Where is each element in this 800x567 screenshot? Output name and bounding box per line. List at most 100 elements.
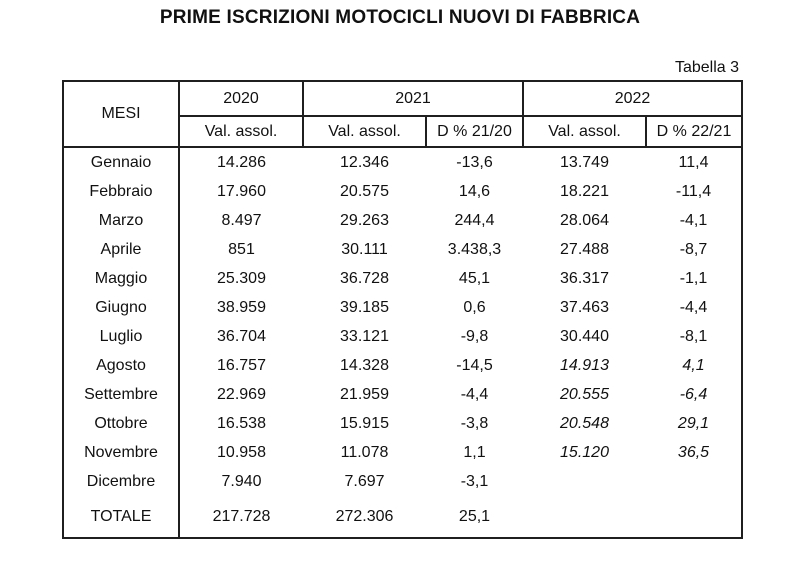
page-title: PRIME ISCRIZIONI MOTOCICLI NUOVI DI FABB… (159, 7, 641, 28)
cell-month: Gennaio (63, 147, 180, 177)
header-2022-val-assol: Val. assol. (522, 116, 646, 148)
cell-2021-delta: -9,8 (460, 327, 489, 345)
cell-2022-val: 30.440 (560, 327, 609, 345)
cell-2021-val: 7.697 (344, 472, 385, 490)
table-container: Tabella 3 MESI 2020 2021 2022 Val. assol… (62, 57, 743, 539)
header-row-measures: Val. assol. Val. assol. D % 21/20 Val. a… (63, 116, 742, 148)
cell-2020-val: 16.538 (217, 414, 266, 432)
cell-month: Novembre (63, 438, 180, 467)
cell-2021-delta: -3,8 (460, 414, 489, 432)
table-row: Febbraio 17.960 20.575 14,6 18.221 -11,4 (63, 177, 742, 206)
cell-2022-delta: -8,1 (679, 327, 708, 345)
cell-total-2022 (523, 496, 646, 538)
header-2022-delta: D % 22/21 (645, 116, 742, 148)
header-row-years: MESI 2020 2021 2022 (63, 81, 742, 148)
header-2021-delta: D % 21/20 (425, 116, 523, 148)
cell-2022-delta: -1,1 (679, 269, 708, 287)
cell-month: Dicembre (63, 467, 180, 496)
cell-2022-delta: -11,4 (675, 182, 712, 200)
cell-month: Luglio (63, 322, 180, 351)
table-row: Aprile 851 30.111 3.438,3 27.488 -8,7 (63, 235, 742, 264)
cell-month: Febbraio (63, 177, 180, 206)
table-row: Maggio 25.309 36.728 45,1 36.317 -1,1 (63, 264, 742, 293)
header-2021-val-assol: Val. assol. (302, 116, 426, 148)
cell-month: Agosto (63, 351, 180, 380)
cell-2022-delta: 36,5 (677, 443, 710, 461)
cell-2020-val: 36.704 (217, 327, 266, 345)
cell-2022-val: 37.463 (560, 298, 609, 316)
table-row: Gennaio 14.286 12.346 -13,6 13.749 11,4 (63, 147, 742, 177)
cell-2021-delta: -3,1 (460, 472, 489, 490)
cell-total-2021-delta: 25,1 (458, 507, 491, 525)
cell-total-2020: 217.728 (212, 507, 271, 525)
cell-2021-val: 30.111 (341, 240, 388, 258)
cell-2020-val: 38.959 (217, 298, 266, 316)
cell-2022-delta: -4,4 (679, 298, 708, 316)
cell-2022-val: 36.317 (560, 269, 609, 287)
cell-2022-val: 20.555 (560, 385, 609, 403)
table-row: Settembre 22.969 21.959 -4,4 20.555 -6,4 (63, 380, 742, 409)
cell-2021-val: 20.575 (340, 182, 389, 200)
cell-2022-val: 18.221 (560, 182, 609, 200)
table-row: Agosto 16.757 14.328 -14,5 14.913 4,1 (63, 351, 742, 380)
cell-2020-val: 17.960 (217, 182, 266, 200)
cell-month: Marzo (63, 206, 180, 235)
cell-2021-delta: 3.438,3 (447, 240, 502, 258)
cell-2021-delta: -4,4 (460, 385, 489, 403)
cell-month: Maggio (63, 264, 180, 293)
cell-month: Giugno (63, 293, 180, 322)
cell-2021-val: 11.078 (340, 443, 389, 461)
cell-2020-val: 7.940 (221, 472, 262, 490)
cell-2022-val: 20.548 (560, 414, 609, 432)
cell-2021-val: 14.328 (340, 356, 389, 374)
cell-2020-val: 25.309 (217, 269, 266, 287)
cell-2022-val: 13.749 (560, 153, 609, 171)
header-year-2021: 2021 (302, 81, 523, 117)
cell-2021-delta: 45,1 (458, 269, 491, 287)
cell-2020-val: 8.497 (221, 211, 262, 229)
cell-total-2022-delta (646, 496, 742, 538)
table-row: Dicembre 7.940 7.697 -3,1 (63, 467, 742, 496)
cell-2021-val: 21.959 (340, 385, 389, 403)
cell-2021-val: 29.263 (340, 211, 389, 229)
header-year-2020: 2020 (179, 81, 303, 117)
table-body: Gennaio 14.286 12.346 -13,6 13.749 11,4 … (63, 147, 742, 538)
registrations-table: MESI 2020 2021 2022 Val. assol. Val. ass… (62, 80, 743, 539)
cell-2021-delta: -13,6 (456, 153, 493, 171)
cell-month: Ottobre (63, 409, 180, 438)
cell-2022-delta: -8,7 (679, 240, 708, 258)
cell-2021-val: 39.185 (340, 298, 389, 316)
header-year-2022: 2022 (522, 81, 742, 117)
table-row: Novembre 10.958 11.078 1,1 15.120 36,5 (63, 438, 742, 467)
cell-total-label: TOTALE (63, 496, 180, 538)
cell-2020-val: 14.286 (217, 153, 266, 171)
cell-2022-val (523, 467, 646, 496)
table-header: MESI 2020 2021 2022 Val. assol. Val. ass… (63, 81, 742, 148)
cell-2021-val: 33.121 (340, 327, 389, 345)
cell-2021-val: 15.915 (340, 414, 389, 432)
cell-2020-val: 10.958 (217, 443, 266, 461)
cell-2022-delta: 29,1 (677, 414, 710, 432)
cell-2022-delta: -6,4 (679, 385, 708, 403)
cell-2022-delta: 11,4 (678, 153, 709, 171)
table-row: Marzo 8.497 29.263 244,4 28.064 -4,1 (63, 206, 742, 235)
cell-2020-val: 851 (228, 240, 255, 258)
cell-2022-delta: 4,1 (682, 356, 705, 374)
header-mesi: MESI (63, 81, 180, 148)
cell-2022-val: 27.488 (560, 240, 609, 258)
header-2020-val-assol: Val. assol. (179, 116, 303, 148)
cell-2021-delta: 244,4 (454, 211, 495, 229)
cell-month: Settembre (63, 380, 180, 409)
cell-2021-delta: 0,6 (463, 298, 486, 316)
cell-2020-val: 16.757 (217, 356, 266, 374)
table-row: Luglio 36.704 33.121 -9,8 30.440 -8,1 (63, 322, 742, 351)
cell-2022-delta (646, 467, 742, 496)
cell-2021-val: 36.728 (340, 269, 389, 287)
table-row-total: TOTALE 217.728 272.306 25,1 (63, 496, 742, 538)
cell-2022-delta: -4,1 (679, 211, 708, 229)
cell-total-2021: 272.306 (335, 507, 394, 525)
cell-month: Aprile (63, 235, 180, 264)
cell-2021-val: 12.346 (340, 153, 389, 171)
cell-2022-val: 28.064 (560, 211, 609, 229)
